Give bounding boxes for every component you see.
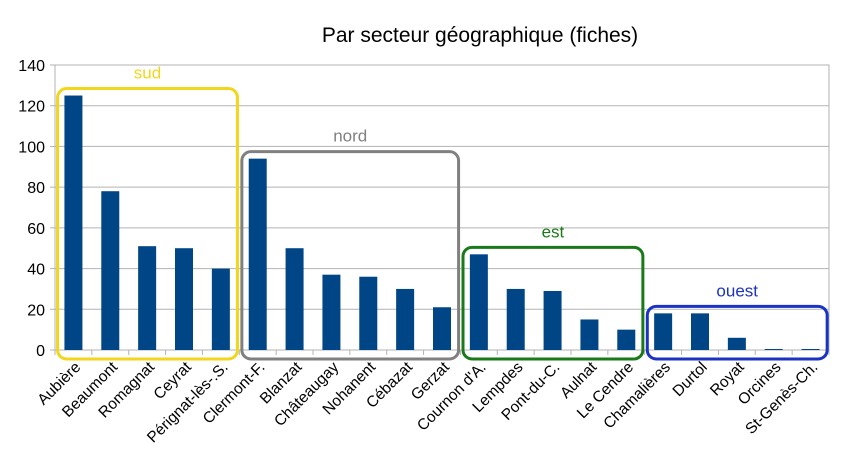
x-tick-label: Durtol — [670, 359, 711, 400]
group-box — [461, 245, 645, 361]
bar — [506, 288, 525, 350]
y-tick-label: 60 — [27, 221, 45, 238]
grid-layer: 0 20 40 60 80 100 120 140 — [18, 58, 830, 360]
bar — [248, 158, 267, 350]
bar — [654, 313, 673, 350]
group-label: sud — [134, 64, 161, 83]
bar — [801, 348, 820, 350]
bar — [617, 329, 636, 350]
bar — [727, 337, 746, 350]
bar — [580, 319, 599, 350]
y-tick-label: 120 — [18, 99, 45, 116]
bar — [138, 246, 157, 350]
bar — [64, 95, 83, 351]
bar — [285, 248, 304, 350]
y-tick-label: 0 — [36, 343, 45, 360]
group-box — [56, 87, 239, 361]
bar — [469, 254, 488, 350]
bar — [433, 307, 451, 350]
bar-layer — [64, 95, 820, 351]
x-tick-layer: AubièreBeaumontRomagnatCeyratPérignat-lè… — [34, 358, 821, 446]
group-layer: sud nord est ouest — [56, 64, 829, 361]
y-tick-label: 100 — [18, 139, 45, 156]
bar — [211, 268, 230, 350]
bar — [764, 348, 783, 350]
group-box — [240, 150, 461, 361]
bar — [691, 313, 709, 350]
y-tick-label: 20 — [27, 302, 45, 319]
bar — [396, 288, 415, 350]
bar — [322, 274, 341, 350]
y-tick-label: 140 — [18, 58, 45, 75]
y-tick-label: 80 — [27, 180, 45, 197]
group-label: est — [542, 222, 565, 241]
bar — [175, 248, 193, 350]
y-tick-label: 40 — [27, 262, 45, 279]
bar — [543, 290, 562, 350]
group-label: ouest — [716, 281, 758, 300]
group-box — [645, 304, 829, 361]
bar — [101, 191, 120, 350]
chart-title: Par secteur géographique (fiches) — [322, 24, 638, 47]
group-label: nord — [333, 127, 367, 146]
bar — [359, 276, 378, 350]
